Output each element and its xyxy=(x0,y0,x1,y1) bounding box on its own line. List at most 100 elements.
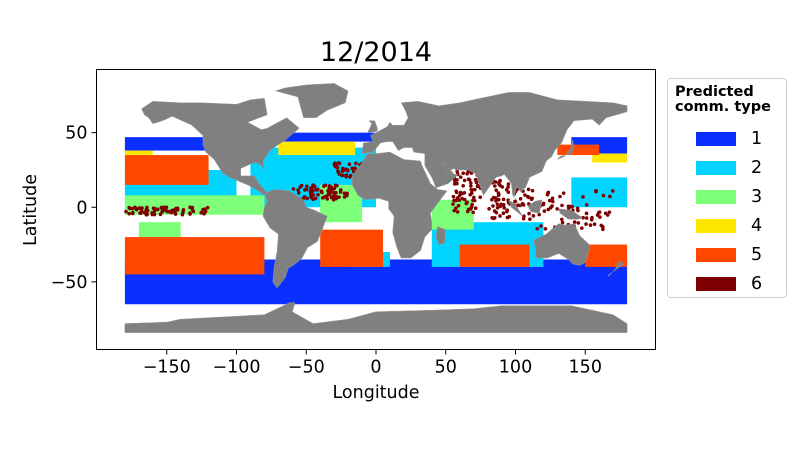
community-point-type-6 xyxy=(547,198,552,203)
community-point-type-6 xyxy=(506,185,510,189)
y-tick-label: −50 xyxy=(51,273,88,293)
community-point-type-6 xyxy=(505,209,509,214)
community-point-type-6 xyxy=(551,199,555,204)
community-point-type-6 xyxy=(308,189,313,194)
community-point-type-6 xyxy=(316,193,320,197)
community-point-type-6 xyxy=(576,221,581,225)
community-point-type-6 xyxy=(345,168,350,172)
legend-title: Predicted comm. type xyxy=(675,84,771,115)
community-point-type-6 xyxy=(518,197,523,201)
x-axis-label: Longitude xyxy=(332,383,419,403)
community-point-type-6 xyxy=(320,196,325,200)
community-point-type-6 xyxy=(456,203,461,208)
community-point-type-6 xyxy=(513,199,517,204)
community-point-type-6 xyxy=(312,184,317,189)
community-point-type-6 xyxy=(529,197,534,202)
new-zealand-land xyxy=(606,260,625,277)
community-point-type-6 xyxy=(461,183,465,188)
community-point-type-6 xyxy=(470,202,474,207)
community-point-type-6 xyxy=(469,181,473,185)
community-point-type-6 xyxy=(331,194,336,199)
y-tick-label: 50 xyxy=(65,124,87,144)
community-point-type-6 xyxy=(543,227,548,231)
community-point-type-6 xyxy=(342,168,346,172)
japan-land xyxy=(557,140,575,160)
community-point-type-6 xyxy=(203,209,208,214)
community-point-type-6 xyxy=(127,205,131,210)
community-point-type-6 xyxy=(506,182,511,186)
community-point-type-6 xyxy=(528,217,532,221)
community-point-type-6 xyxy=(452,198,456,203)
community-point-type-6 xyxy=(309,186,313,191)
community-region-type-5 xyxy=(124,155,209,185)
community-point-type-6 xyxy=(299,183,304,188)
legend-swatch xyxy=(696,276,736,291)
community-region-type-4 xyxy=(124,150,153,157)
community-region-type-4 xyxy=(278,141,356,156)
community-point-type-6 xyxy=(330,186,335,191)
madagascar-land xyxy=(435,226,447,245)
community-point-type-6 xyxy=(472,195,476,200)
community-point-type-6 xyxy=(159,205,164,210)
community-point-type-6 xyxy=(337,172,341,176)
community-point-type-6 xyxy=(498,214,502,218)
community-point-type-6 xyxy=(581,215,585,220)
community-point-type-6 xyxy=(127,211,131,216)
legend-entry: 6 xyxy=(675,269,780,298)
community-point-type-6 xyxy=(451,202,455,206)
community-point-type-6 xyxy=(323,194,328,199)
community-point-type-6 xyxy=(527,195,531,200)
legend-label: 1 xyxy=(751,128,763,149)
community-point-type-6 xyxy=(527,211,531,216)
community-point-type-6 xyxy=(302,195,307,199)
community-point-type-6 xyxy=(610,189,615,193)
community-point-type-6 xyxy=(607,210,612,214)
africa-land xyxy=(352,151,448,259)
community-point-type-6 xyxy=(342,191,347,196)
community-point-type-6 xyxy=(531,214,536,218)
legend-label: 3 xyxy=(751,186,763,207)
community-point-type-6 xyxy=(345,191,349,196)
plot-area xyxy=(124,83,628,333)
community-point-type-6 xyxy=(601,193,606,198)
community-point-type-6 xyxy=(145,208,150,213)
community-point-type-6 xyxy=(487,207,491,211)
community-point-type-6 xyxy=(462,178,467,183)
community-point-type-6 xyxy=(327,192,332,197)
community-point-type-6 xyxy=(575,206,580,211)
community-point-type-6 xyxy=(155,207,160,212)
legend-label: 2 xyxy=(751,157,763,178)
legend-list: 1 2 3 4 5 6 xyxy=(675,124,780,298)
community-point-type-6 xyxy=(495,202,500,207)
community-point-type-6 xyxy=(494,199,498,203)
community-point-type-6 xyxy=(572,220,577,224)
community-point-type-6 xyxy=(134,207,139,212)
britain-land xyxy=(367,120,378,134)
community-point-type-6 xyxy=(199,210,203,215)
community-point-type-6 xyxy=(454,189,458,194)
community-point-type-6 xyxy=(331,197,336,202)
community-point-type-6 xyxy=(588,223,593,227)
community-point-type-6 xyxy=(494,210,499,215)
community-point-type-6 xyxy=(457,193,462,198)
community-point-type-6 xyxy=(460,196,464,201)
community-point-type-6 xyxy=(560,203,564,208)
community-point-type-6 xyxy=(521,203,526,207)
legend-entry: 2 xyxy=(675,153,780,182)
community-point-type-6 xyxy=(188,211,192,215)
community-point-type-6 xyxy=(501,197,506,202)
community-point-type-6 xyxy=(541,201,546,206)
greenland-land xyxy=(274,83,349,118)
community-point-type-6 xyxy=(469,191,474,195)
antarctica-land xyxy=(124,302,628,333)
community-point-type-6 xyxy=(550,204,554,208)
community-point-type-6 xyxy=(347,162,352,167)
community-point-type-6 xyxy=(526,187,531,192)
community-point-type-6 xyxy=(471,198,475,203)
community-point-type-6 xyxy=(580,226,584,230)
community-point-type-6 xyxy=(470,188,475,192)
community-point-type-6 xyxy=(584,211,589,216)
community-point-type-6 xyxy=(165,209,170,214)
community-point-type-6 xyxy=(455,210,460,214)
